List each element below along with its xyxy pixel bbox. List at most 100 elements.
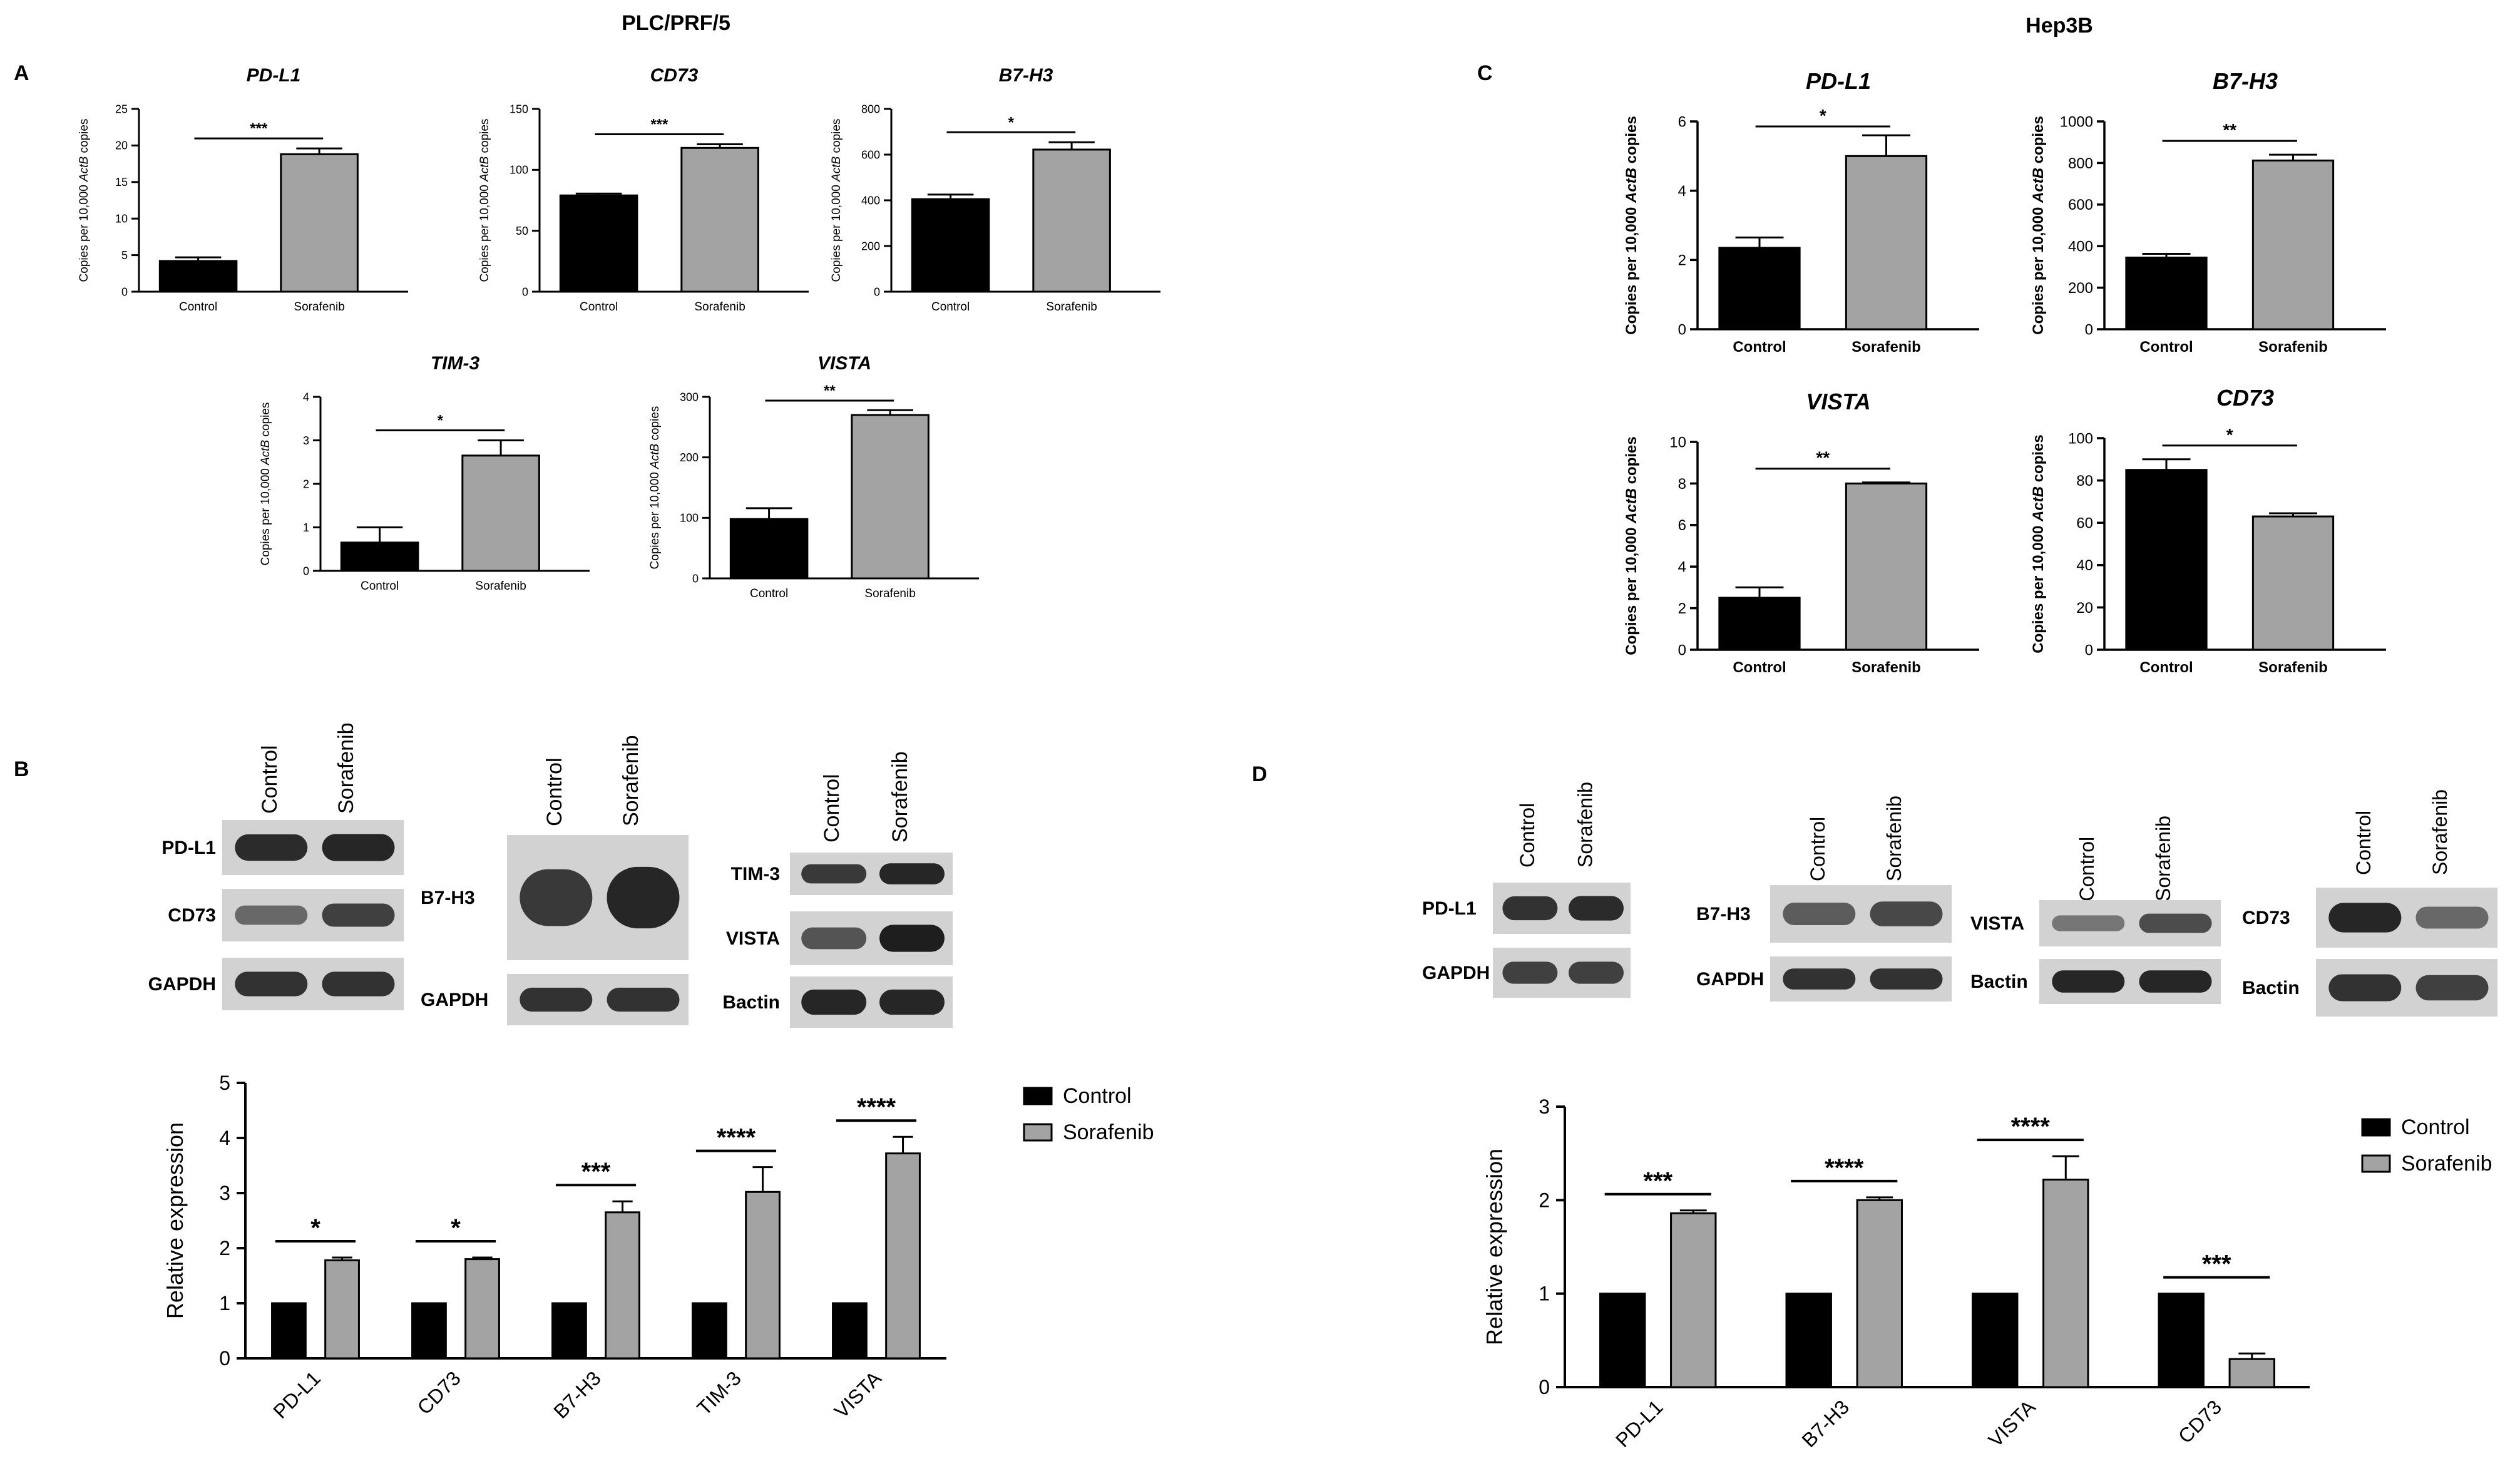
x-category-label: B7-H3 xyxy=(549,1366,605,1423)
x-category-label: Control xyxy=(179,300,217,314)
y-axis-label-part: copies xyxy=(1623,436,1640,488)
y-axis-label-part: ActB xyxy=(2030,486,2047,522)
y-tick-label: 3 xyxy=(303,434,309,447)
bar-control xyxy=(1718,597,1801,651)
y-axis-label-part: copies xyxy=(830,119,843,156)
blot-column-label: Sorafenib xyxy=(2429,789,2451,875)
y-tick-label: 0 xyxy=(121,285,128,298)
significance-label: * xyxy=(1008,114,1015,131)
significance-label: **** xyxy=(2011,1113,2051,1140)
y-tick-label: 20 xyxy=(2076,600,2093,617)
blot-band xyxy=(1569,896,1624,921)
panel-label-b: B xyxy=(14,757,29,781)
blot-band xyxy=(2139,970,2212,993)
y-axis-label-part: copies xyxy=(78,119,91,156)
x-category-label: Sorafenib xyxy=(864,587,915,600)
y-tick-label: 2 xyxy=(303,478,309,490)
chart-c-cd73: 0 20 40 60 80 100 Copies per 10,000 ActB copie… xyxy=(2030,385,2386,676)
bar-control xyxy=(158,260,238,293)
y-axis-label-part: copies xyxy=(1623,116,1640,168)
x-category-label: Sorafenib xyxy=(294,300,344,314)
blot-row-label: VISTA xyxy=(726,928,780,949)
y-axis-label-part: Copies per 10,000 xyxy=(2030,203,2047,335)
blot-group-d-3: Control Sorafenib VISTA Bactin xyxy=(1970,816,2221,1004)
y-axis-label-part: Copies per 10,000 xyxy=(259,465,272,566)
y-tick-label: 0 xyxy=(2085,321,2093,338)
blot-band xyxy=(235,905,308,925)
blot-row-label: PD-L1 xyxy=(161,838,216,858)
x-category-label: TIM-3 xyxy=(692,1366,745,1420)
y-axis-label-part: Copies per 10,000 xyxy=(1623,523,1640,655)
x-category-label: Control xyxy=(2139,659,2193,676)
x-category-label: Control xyxy=(580,300,618,314)
blot-column-label: Sorafenib xyxy=(888,751,912,843)
y-axis-label-part: Copies per 10,000 xyxy=(2030,521,2047,653)
significance-label: *** xyxy=(581,1158,611,1186)
chart-b-quant: 0 1 2 3 4 5 Relative expression * PD-L1 * CD73 *** B… xyxy=(162,1072,1154,1423)
bar-control-b7-h3 xyxy=(551,1302,587,1360)
bar-control-cd73 xyxy=(411,1302,447,1360)
blot-row-label: Bactin xyxy=(2242,978,2300,998)
blot-row-label: TIM-3 xyxy=(731,864,780,884)
y-axis-label-part: ActB xyxy=(830,156,843,182)
bar-control xyxy=(1718,247,1801,331)
blot-row-label: GAPDH xyxy=(1422,963,1490,983)
bar-sorafenib xyxy=(851,414,930,580)
significance-label: ** xyxy=(824,382,836,399)
chart-a-tim-3: 0 1 2 3 4 Copies per 10,000 ActB copies Contro… xyxy=(259,353,590,593)
x-category-label: CD73 xyxy=(2174,1395,2226,1447)
cell-line-title-right: Hep3B xyxy=(2026,14,2093,38)
y-tick-label: 3 xyxy=(1539,1095,1550,1118)
y-tick-label: 40 xyxy=(2076,557,2093,574)
y-tick-label: 100 xyxy=(680,512,699,525)
legend-swatch-sorafenib xyxy=(2361,1154,2391,1173)
y-tick-label: 8 xyxy=(1678,476,1686,493)
blot-band xyxy=(520,869,593,926)
blot-band xyxy=(2052,970,2125,993)
blot-band xyxy=(801,864,867,884)
y-axis-label: Copies per 10,000 ActB copies xyxy=(648,406,662,570)
y-axis-label-part: copies xyxy=(478,119,491,156)
y-axis-label: Copies per 10,000 ActB copies xyxy=(78,119,91,282)
y-axis-label-part: Copies per 10,000 xyxy=(1623,203,1640,335)
bar-control-vista xyxy=(1972,1293,2019,1388)
blot-column-label: Control xyxy=(2352,811,2375,875)
x-category-label: Control xyxy=(2139,339,2193,356)
y-axis-label: Copies per 10,000 ActB copies xyxy=(2030,434,2047,653)
x-category-label: Sorafenib xyxy=(475,580,526,593)
significance-label: *** xyxy=(1643,1167,1672,1195)
blot-column-label: Sorafenib xyxy=(619,735,643,826)
y-axis-label: Copies per 10,000 ActB copies xyxy=(830,119,843,282)
y-tick-label: 0 xyxy=(303,565,309,577)
blot-band xyxy=(879,925,945,952)
x-category-label: Control xyxy=(361,580,399,593)
bar-sorafenib xyxy=(680,146,759,293)
x-category-label: Sorafenib xyxy=(2258,339,2328,356)
y-tick-label: 0 xyxy=(2085,642,2093,659)
significance-label: *** xyxy=(2202,1251,2231,1278)
y-tick-label: 0 xyxy=(1678,321,1686,338)
y-axis-label-part: ActB xyxy=(478,156,491,182)
y-tick-label: 150 xyxy=(510,103,528,115)
western-blots-layer: Control Sorafenib PD-L1 CD73 GAPDH Control Sor… xyxy=(148,722,2497,1028)
x-category-label: Control xyxy=(1733,659,1786,676)
blot-column-label: Control xyxy=(1806,817,1829,881)
blot-row-label: GAPDH xyxy=(421,990,488,1010)
blot-group-b-2: Control Sorafenib B7-H3 GAPDH xyxy=(421,735,689,1025)
y-axis-label-part: ActB xyxy=(648,443,662,469)
y-axis-label-part: Copies per 10,000 xyxy=(648,469,662,570)
bar-control-tim-3 xyxy=(692,1302,727,1360)
significance-label: * xyxy=(451,1214,461,1242)
blot-band xyxy=(322,834,395,861)
y-tick-label: 4 xyxy=(303,391,309,403)
blot-row-label: B7-H3 xyxy=(1696,904,1751,925)
y-tick-label: 200 xyxy=(861,240,880,252)
bar-control xyxy=(911,198,990,293)
panel-label-d: D xyxy=(1252,762,1268,786)
significance-label: **** xyxy=(857,1094,896,1121)
bar-control xyxy=(729,518,809,580)
blot-band xyxy=(801,927,867,950)
